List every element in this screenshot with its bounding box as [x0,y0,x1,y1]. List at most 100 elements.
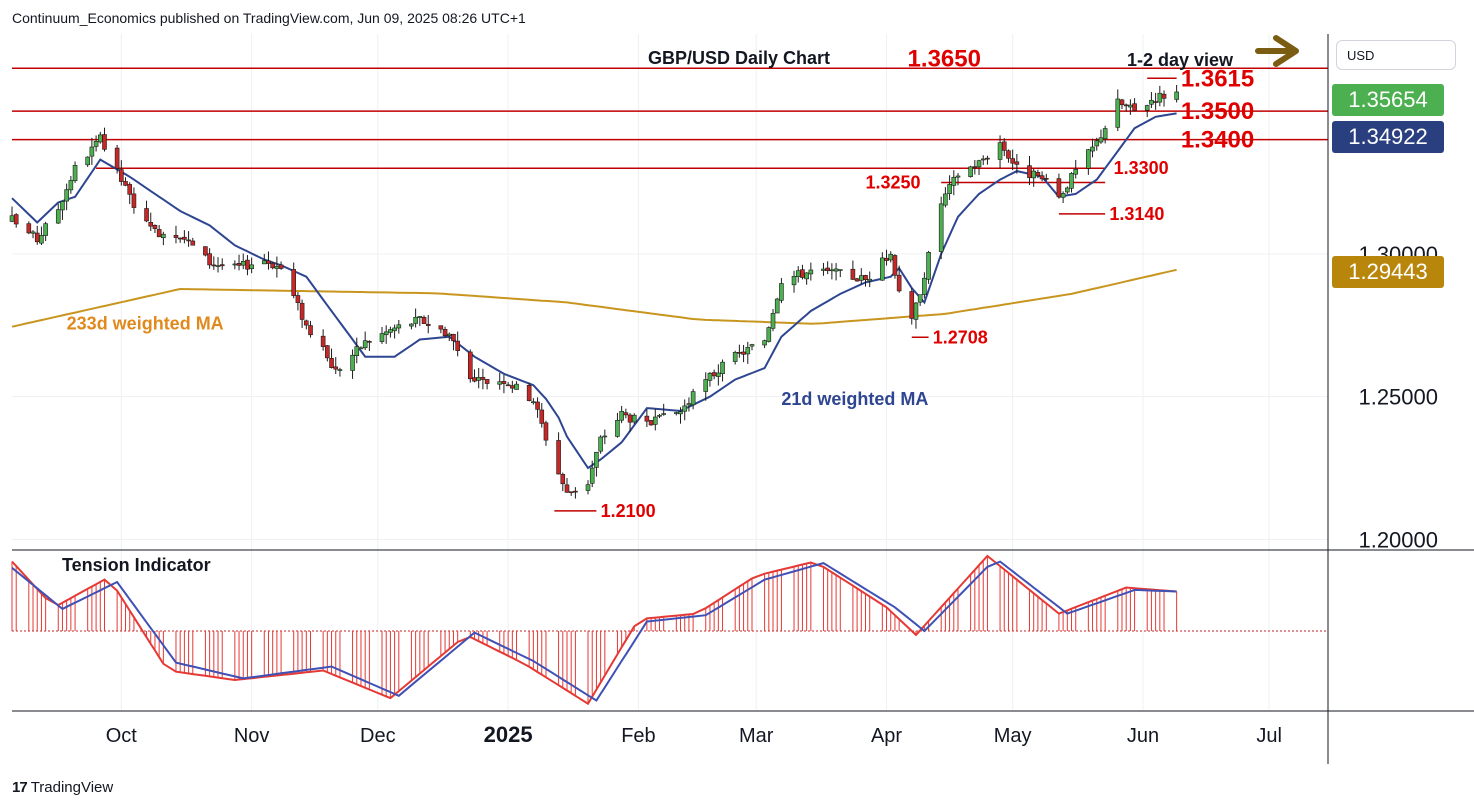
candle-up [661,413,666,415]
candle-down [909,291,915,319]
candle-up [1102,128,1108,140]
candle-down [438,325,444,330]
candle-up [917,294,923,303]
y-tick-label: 1.20000 [1358,527,1438,552]
candle-up [337,369,343,371]
candle-down [535,401,540,410]
candle-down [543,422,549,441]
candle-down [119,169,124,182]
candle-down [484,379,490,384]
candle-down [333,366,339,370]
candle-up [249,264,254,269]
x-tick-label: May [994,725,1032,747]
candle-down [320,335,326,347]
candle-down [102,134,107,150]
candle-down [266,260,271,264]
currency-selector[interactable]: USD [1336,40,1456,70]
candle-down [173,235,179,238]
level-label: 1.3650 [908,45,981,72]
candle-down [854,278,860,282]
candle-up [968,166,973,178]
candle-down [644,415,650,422]
candle-up [829,269,835,272]
level-label: 1.2100 [601,501,656,521]
x-tick-label: Feb [621,725,655,747]
candle-up [274,265,280,269]
indicator-title: Tension Indicator [62,555,211,575]
candle-up [585,484,591,491]
candle-down [291,269,296,296]
candle-up [30,231,36,234]
indicator-fast-line [11,554,1177,706]
candle-down [329,358,334,368]
tradingview-logo[interactable]: 17 TradingView [12,779,113,796]
candle-up [97,134,103,143]
candle-up [880,257,885,281]
ma21-line [11,112,1177,470]
candle-up [926,252,931,280]
candle-up [867,278,873,282]
candle-down [480,377,486,380]
level-label: 1.3615 [1181,65,1254,92]
tradingview-mark-icon: 17 [12,779,28,796]
candle-down [737,352,742,354]
candle-up [1094,140,1100,147]
candle-up [913,302,919,320]
candle-down [972,166,978,168]
candle-down [325,345,330,359]
candle-up [674,412,679,414]
ma21-curve [11,112,1177,470]
candle-up [514,383,519,390]
candle-up [1128,104,1133,108]
candle-up [417,316,423,318]
candle-up [947,184,952,194]
candle-up [791,276,797,286]
candle-up [657,414,662,417]
candle-up [678,411,683,415]
candle-up [1069,173,1074,189]
candle-up [690,391,696,406]
candle-down [304,320,309,326]
candle-down [1027,165,1032,178]
candle-up [1157,92,1163,103]
tradingview-logo-text: TradingView [30,779,114,796]
candle-down [985,157,990,160]
ma233-line [11,268,1177,328]
x-tick-label: Apr [871,725,902,747]
candle-up [68,180,74,191]
candle-down [472,377,477,382]
candle-up [1098,137,1104,143]
candle-up [362,340,368,349]
support-resistance-levels [12,67,1328,512]
candle-down [505,384,511,387]
candle-up [388,329,393,333]
candle-down [863,275,868,281]
candle-up [1073,169,1079,175]
candle-up [598,436,603,452]
candle-up [808,269,814,275]
candle-down [648,420,654,426]
candle-down [127,184,133,195]
candle-down [177,237,183,240]
candle-up [261,260,267,265]
candle-down [1119,99,1125,106]
level-label: 1.3250 [866,172,921,192]
x-tick-label: Jul [1256,725,1282,747]
candle-up [1065,187,1070,193]
candle-down [219,264,225,267]
publisher-line: Continuum_Economics published on Trading… [12,10,526,26]
candle-up [358,347,364,350]
candle-up [749,344,755,347]
candle-down [421,316,427,324]
candle-up [531,401,536,404]
forecast-arrow-shape [1255,35,1299,67]
candle-up [379,333,385,342]
candle-up [39,235,44,244]
candle-down [884,257,889,261]
candle-up [594,451,599,468]
candle-up [1115,98,1121,128]
candle-down [539,409,545,424]
